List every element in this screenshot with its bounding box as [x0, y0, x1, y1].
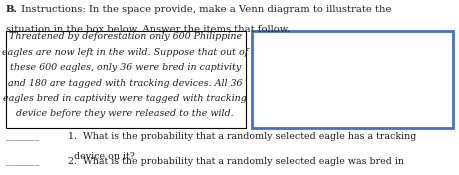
- Text: Threatened by deforestation only 600 Philippine: Threatened by deforestation only 600 Phi…: [9, 32, 242, 41]
- FancyBboxPatch shape: [252, 31, 453, 128]
- Text: _______: _______: [6, 132, 39, 141]
- Text: these 600 eagles, only 36 were bred in captivity: these 600 eagles, only 36 were bred in c…: [10, 63, 241, 72]
- Text: and 180 are tagged with tracking devices. All 36: and 180 are tagged with tracking devices…: [8, 79, 242, 88]
- Text: device on it?: device on it?: [74, 152, 135, 161]
- Text: 1.  What is the probability that a randomly selected eagle has a tracking: 1. What is the probability that a random…: [68, 132, 416, 141]
- Text: Instructions: In the space provide, make a Venn diagram to illustrate the: Instructions: In the space provide, make…: [18, 5, 392, 14]
- Text: _______: _______: [6, 158, 39, 166]
- Text: eagles are now left in the wild. Suppose that out of: eagles are now left in the wild. Suppose…: [2, 48, 248, 57]
- Text: situation in the box below. Answer the items that follow.: situation in the box below. Answer the i…: [6, 25, 290, 34]
- Text: B.: B.: [6, 5, 17, 14]
- Text: device before they were released to the wild.: device before they were released to the …: [17, 109, 234, 118]
- Text: 2.  What is the probability that a randomly selected eagle was bred in: 2. What is the probability that a random…: [68, 158, 404, 166]
- Text: eagles bred in captivity were tagged with tracking: eagles bred in captivity were tagged wit…: [3, 94, 247, 103]
- FancyBboxPatch shape: [6, 31, 246, 128]
